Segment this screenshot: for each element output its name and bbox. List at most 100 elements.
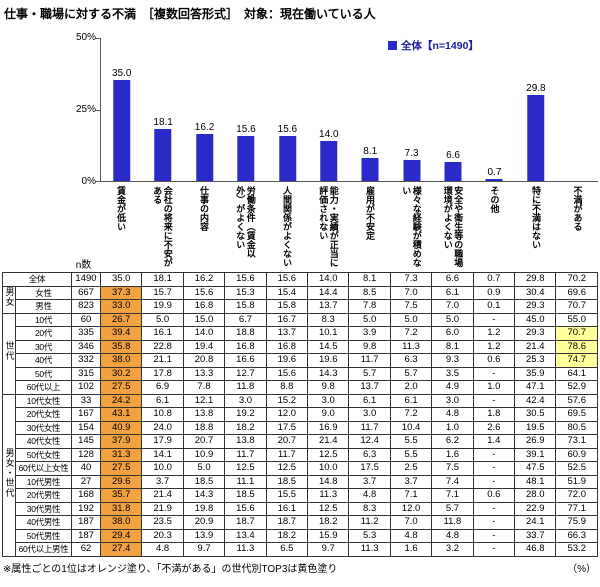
value-cell: 80.5 xyxy=(555,420,598,435)
value-cell: 5.5 xyxy=(389,447,433,462)
n-value: 335 xyxy=(71,326,101,341)
value-cell: - xyxy=(472,366,516,381)
value-cell: 16.9 xyxy=(307,420,350,435)
value-cell: 15.7 xyxy=(141,285,184,300)
value-cell: 38.0 xyxy=(99,515,143,530)
value-cell: 22.8 xyxy=(141,339,184,354)
table-row: 30代男性 192 31.8 21.9 19.8 15.6 16.1 12.5 8.3 12.0 5… xyxy=(3,501,598,516)
value-cell: 10.0 xyxy=(307,461,350,476)
table-row: 50代男性 187 29.4 20.3 13.9 13.4 18.2 15.9 5.3 4.8 4.… xyxy=(3,528,598,543)
value-cell: 11.3 xyxy=(224,542,267,557)
legend-square-icon xyxy=(388,41,397,50)
value-cell: 15.6 xyxy=(224,501,267,516)
value-cell: 1.6 xyxy=(431,447,474,462)
category-label-text: 賃金が低い xyxy=(116,186,126,231)
page-title: 仕事・職場に対する不満 ［複数回答形式］ 対象：現在働いている人 xyxy=(4,7,376,21)
row-label: 20代女性 xyxy=(15,407,72,422)
n-value: 102 xyxy=(71,380,101,395)
value-cell: 29.3 xyxy=(514,299,557,314)
value-cell: 37.3 xyxy=(99,285,143,300)
value-cell: 11.3 xyxy=(389,339,433,354)
bar xyxy=(527,95,545,181)
value-cell: 30.4 xyxy=(514,285,557,300)
value-cell: 17.8 xyxy=(141,366,184,381)
value-cell: 40.9 xyxy=(99,420,143,435)
table-row: 全体 1490 35.0 18.1 16.2 15.6 15.6 14.0 8.1 7.3 6.6 0… xyxy=(2,272,598,287)
value-cell: 3.0 xyxy=(307,393,350,408)
value-cell: 3.2 xyxy=(431,542,474,557)
value-cell: 10.0 xyxy=(141,461,184,476)
bar xyxy=(196,134,214,181)
value-cell: 11.7 xyxy=(265,447,309,462)
value-cell: 31.3 xyxy=(99,447,143,462)
value-cell: 20.7 xyxy=(182,434,226,449)
value-cell: - xyxy=(472,528,516,543)
n-value: 62 xyxy=(71,542,101,557)
value-cell: 39.4 xyxy=(99,326,143,341)
value-cell: 19.2 xyxy=(224,407,267,422)
category-label: その他 xyxy=(474,186,516,270)
value-cell: 8.8 xyxy=(265,380,309,395)
value-cell: 1.2 xyxy=(472,339,516,354)
value-cell: 42.4 xyxy=(514,393,557,408)
value-cell: 11.8 xyxy=(431,515,474,530)
value-cell: 1.2 xyxy=(472,326,516,341)
table-row: 10代男性 27 29.6 3.7 18.5 11.1 18.5 14.8 3.7 3.7 7.4-… xyxy=(3,474,598,489)
bar-value-label: 15.6 xyxy=(277,124,298,136)
value-cell: 20.3 xyxy=(141,528,184,543)
value-cell: 11.3 xyxy=(307,488,350,503)
bar-column: 6.6 xyxy=(444,150,462,181)
value-cell: 21.1 xyxy=(141,353,184,368)
value-cell: - xyxy=(472,312,516,327)
row-label: 40代女性 xyxy=(15,434,72,449)
value-cell: 18.1 xyxy=(141,272,184,287)
value-cell: 19.6 xyxy=(307,353,350,368)
row-group-label: 男女 xyxy=(2,285,16,314)
value-cell: 38.0 xyxy=(99,353,143,368)
value-cell: 17.9 xyxy=(141,434,184,449)
value-cell: 18.5 xyxy=(224,488,267,503)
value-cell: 3.5 xyxy=(431,366,474,381)
value-cell: 14.3 xyxy=(307,366,350,381)
value-cell: 24.0 xyxy=(141,420,184,435)
value-cell: 3.7 xyxy=(389,474,433,489)
value-cell: 5.0 xyxy=(348,312,391,327)
value-cell: 18.2 xyxy=(307,515,350,530)
bar-column: 16.2 xyxy=(195,122,214,181)
value-cell: 29.3 xyxy=(514,326,557,341)
chart-legend: 全体【n=1490】 xyxy=(388,38,479,53)
value-cell: 5.0 xyxy=(141,312,184,327)
value-cell: 11.8 xyxy=(224,380,267,395)
row-label: 50代女性 xyxy=(15,447,72,462)
value-cell: 15.5 xyxy=(265,488,309,503)
n-value: 667 xyxy=(71,285,101,300)
value-cell: 7.2 xyxy=(389,326,433,341)
bar-value-label: 8.1 xyxy=(363,145,378,157)
value-cell: 6.1 xyxy=(389,393,433,408)
category-label-text: 人間関係がよくない xyxy=(282,186,292,267)
category-label-text: 不満がある xyxy=(572,186,583,231)
bar-value-label: 16.2 xyxy=(194,122,215,134)
n-value: 1490 xyxy=(71,272,101,287)
category-label: 会社の将来に不安がある xyxy=(142,186,184,270)
table-row: 20代 335 39.4 16.1 14.0 18.8 13.7 10.1 3.9 7.2 6.0 1… xyxy=(3,326,598,341)
value-cell: 43.1 xyxy=(99,407,143,422)
table-row: 40代女性 145 37.9 17.9 20.7 13.8 20.7 21.4 12.4 5.5 6… xyxy=(3,434,598,449)
value-cell: 16.2 xyxy=(182,272,226,287)
value-cell: 15.9 xyxy=(307,528,350,543)
value-cell: 31.8 xyxy=(99,501,143,516)
value-cell: 18.2 xyxy=(265,528,309,543)
n-value: 332 xyxy=(71,353,101,368)
value-cell: 11.2 xyxy=(348,515,391,530)
bar-value-label: 18.1 xyxy=(153,116,173,128)
value-cell: 9.0 xyxy=(307,407,350,422)
category-label: 特に不満はない xyxy=(515,186,557,270)
value-cell: 52.5 xyxy=(555,461,598,476)
value-cell: 4.9 xyxy=(431,380,474,395)
value-cell: 47.1 xyxy=(514,380,557,395)
category-label-text: 特に不満はない xyxy=(531,186,541,249)
value-cell: 4.8 xyxy=(431,407,474,422)
value-cell: 15.8 xyxy=(224,299,267,314)
value-cell: 0.6 xyxy=(472,353,516,368)
